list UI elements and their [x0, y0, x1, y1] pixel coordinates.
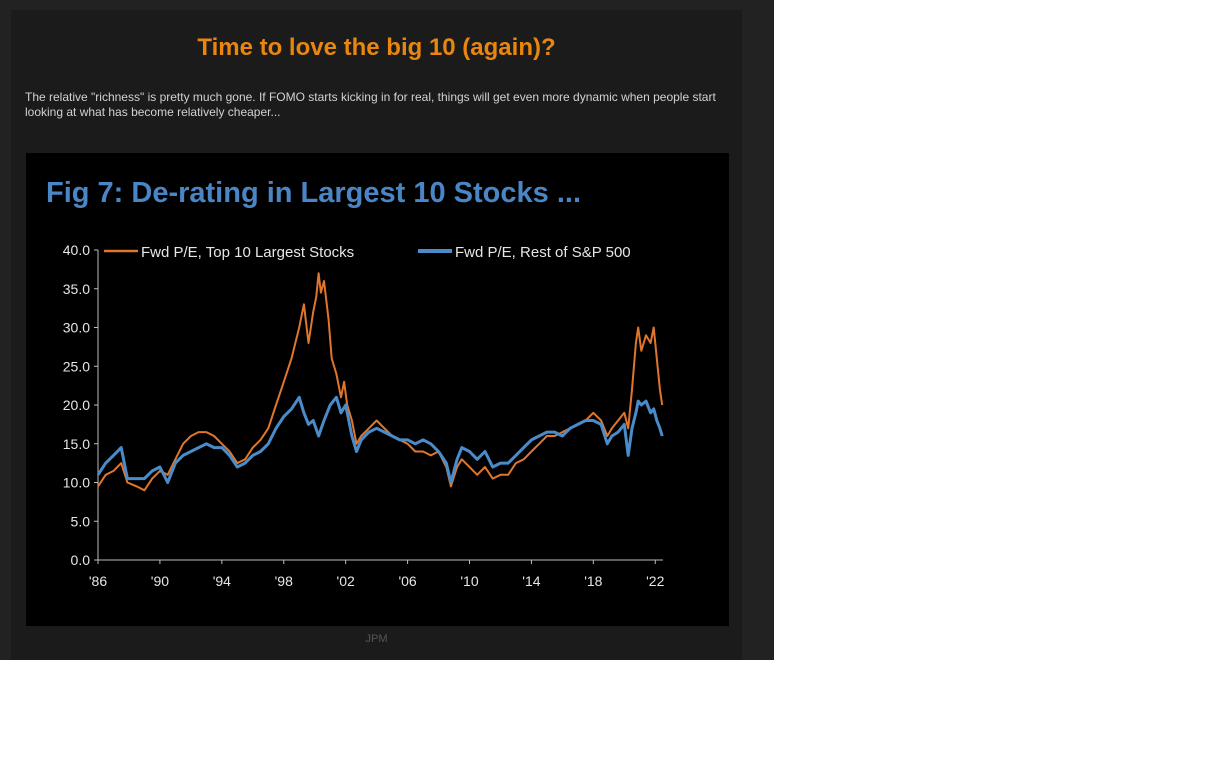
y-tick-label: 25.0	[63, 358, 90, 374]
y-tick-label: 15.0	[63, 436, 90, 452]
image-credit: JPM	[365, 633, 388, 645]
x-tick-label: '10	[460, 573, 478, 589]
x-tick-label: '86	[89, 573, 107, 589]
legend-label: Fwd P/E, Rest of S&P 500	[455, 244, 631, 261]
series-line	[96, 395, 664, 484]
y-tick-label: 0.0	[71, 552, 91, 568]
x-tick-label: '98	[275, 573, 293, 589]
series-line	[97, 272, 664, 492]
x-tick-label: '94	[213, 573, 231, 589]
y-tick-label: 30.0	[63, 320, 90, 336]
x-tick-label: '22	[646, 573, 664, 589]
y-tick-label: 10.0	[63, 475, 90, 491]
x-tick-label: '18	[584, 573, 602, 589]
x-tick-labels: '86 '90 '94 '98 '02 '06 '10 '14 '18 '22	[89, 573, 665, 589]
x-tick-label: '02	[337, 573, 355, 589]
chart-legend: Fwd P/E, Top 10 Largest Stocks Fwd P/E, R…	[104, 244, 631, 261]
post-title: Time to love the big 10 (again)?	[197, 34, 556, 61]
chart-title: Fig 7: De-rating in Largest 10 Stocks ..…	[46, 177, 581, 209]
chart-image: Fig 7: De-rating in Largest 10 Stocks ..…	[26, 153, 729, 626]
line-chart: Fig 7: De-rating in Largest 10 Stocks ..…	[46, 177, 665, 589]
y-tick-label: 20.0	[63, 397, 90, 413]
legend-label: Fwd P/E, Top 10 Largest Stocks	[141, 244, 354, 261]
post-card: Time to love the big 10 (again)? The rel…	[11, 10, 742, 660]
chart-axes	[94, 249, 663, 564]
x-tick-label: '90	[151, 573, 169, 589]
y-tick-label: 40.0	[63, 242, 90, 258]
x-tick-label: '06	[398, 573, 416, 589]
y-tick-label: 5.0	[71, 513, 91, 529]
post-description: The relative "richness" is pretty much g…	[25, 90, 716, 119]
y-tick-label: 35.0	[63, 281, 90, 297]
x-tick-label: '14	[522, 573, 540, 589]
y-tick-labels: 0.0 5.0 10.0 15.0 20.0 25.0 30.0 35.0 40.0	[63, 242, 90, 568]
series-lines	[96, 272, 664, 492]
